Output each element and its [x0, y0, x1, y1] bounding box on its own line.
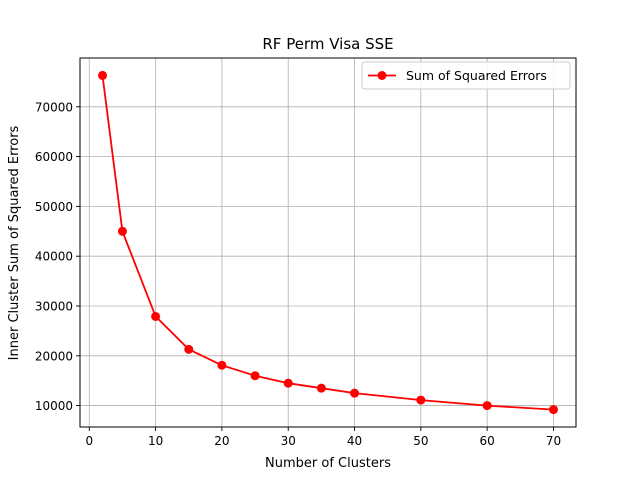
legend-box — [361, 61, 571, 90]
series-layer — [98, 70, 558, 415]
data-point — [98, 70, 108, 80]
y-axis-label: Inner Cluster Sum of Squared Errors — [7, 125, 22, 360]
grid — [80, 58, 576, 427]
x-axis-label: Number of Clusters — [265, 456, 391, 471]
y-tick-label: 20000 — [35, 349, 73, 363]
y-tick-label: 10000 — [35, 399, 73, 413]
y-tick-label: 40000 — [35, 250, 73, 264]
axis-ticks: 0 10 20 30 40 50 60 70 10000 20000 30000 40000 50000… — [35, 100, 561, 448]
y-tick-label: 60000 — [35, 150, 73, 164]
x-tick-label: 0 — [85, 434, 93, 448]
data-point — [151, 311, 161, 321]
x-tick-label: 50 — [413, 434, 428, 448]
data-point — [250, 371, 260, 381]
x-tick-label: 20 — [214, 434, 229, 448]
data-point — [283, 378, 293, 388]
data-point — [316, 383, 326, 393]
y-tick-label: 30000 — [35, 299, 73, 313]
y-tick-label: 70000 — [35, 100, 73, 114]
data-point — [482, 401, 492, 411]
data-point — [548, 405, 558, 415]
x-tick-label: 40 — [347, 434, 362, 448]
x-tick-label: 10 — [148, 434, 163, 448]
plot-frame — [79, 57, 577, 428]
x-tick-label: 70 — [546, 434, 561, 448]
x-tick-label: 30 — [281, 434, 296, 448]
legend-marker-swatch — [377, 71, 387, 80]
plot-area-border — [79, 57, 577, 428]
legend: Sum of Squared Errors — [361, 61, 571, 90]
series-line — [101, 75, 554, 411]
data-point — [117, 226, 127, 236]
data-point — [416, 395, 426, 405]
x-tick-label: 60 — [480, 434, 495, 448]
data-point — [350, 388, 360, 398]
legend-label: Sum of Squared Errors — [406, 68, 547, 83]
data-point — [184, 344, 194, 354]
y-tick-label: 50000 — [35, 200, 73, 214]
chart-title: RF Perm Visa SSE — [262, 35, 393, 53]
data-point — [217, 360, 227, 370]
